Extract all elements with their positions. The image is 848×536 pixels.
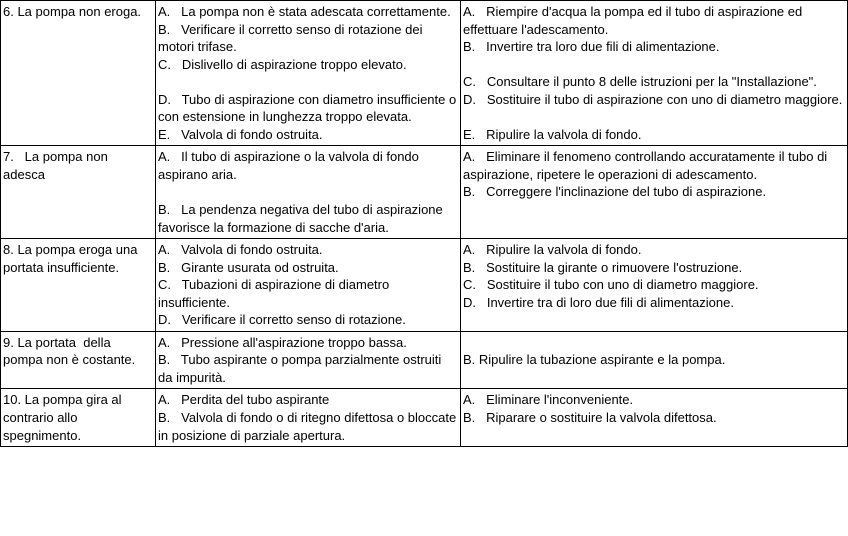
- troubleshooting-table: 6. La pompa non eroga.A. La pompa non è …: [0, 0, 848, 447]
- cause-cell: A. Il tubo di aspirazione o la valvola d…: [156, 146, 461, 239]
- remedy-cell: A. Eliminare l'inconveniente. B. Riparar…: [461, 389, 848, 447]
- problem-cell: 8. La pompa eroga una portata insufficie…: [1, 239, 156, 332]
- remedy-cell: A. Riempire d'acqua la pompa ed il tubo …: [461, 1, 848, 146]
- table-row: 8. La pompa eroga una portata insufficie…: [1, 239, 848, 332]
- table-row: 7. La pompa non adescaA. Il tubo di aspi…: [1, 146, 848, 239]
- remedy-cell: A. Eliminare il fenomeno controllando ac…: [461, 146, 848, 239]
- remedy-cell: B. Ripulire la tubazione aspirante e la …: [461, 331, 848, 389]
- problem-cell: 6. La pompa non eroga.: [1, 1, 156, 146]
- cause-cell: A. La pompa non è stata adescata corrett…: [156, 1, 461, 146]
- table-row: 10. La pompa gira al contrario allo speg…: [1, 389, 848, 447]
- problem-cell: 7. La pompa non adesca: [1, 146, 156, 239]
- remedy-cell: A. Ripulire la valvola di fondo. B. Sost…: [461, 239, 848, 332]
- table-row: 9. La portata della pompa non è costante…: [1, 331, 848, 389]
- problem-cell: 9. La portata della pompa non è costante…: [1, 331, 156, 389]
- cause-cell: A. Perdita del tubo aspirante B. Valvola…: [156, 389, 461, 447]
- table-row: 6. La pompa non eroga.A. La pompa non è …: [1, 1, 848, 146]
- cause-cell: A. Pressione all'aspirazione troppo bass…: [156, 331, 461, 389]
- cause-cell: A. Valvola di fondo ostruita. B. Girante…: [156, 239, 461, 332]
- problem-cell: 10. La pompa gira al contrario allo speg…: [1, 389, 156, 447]
